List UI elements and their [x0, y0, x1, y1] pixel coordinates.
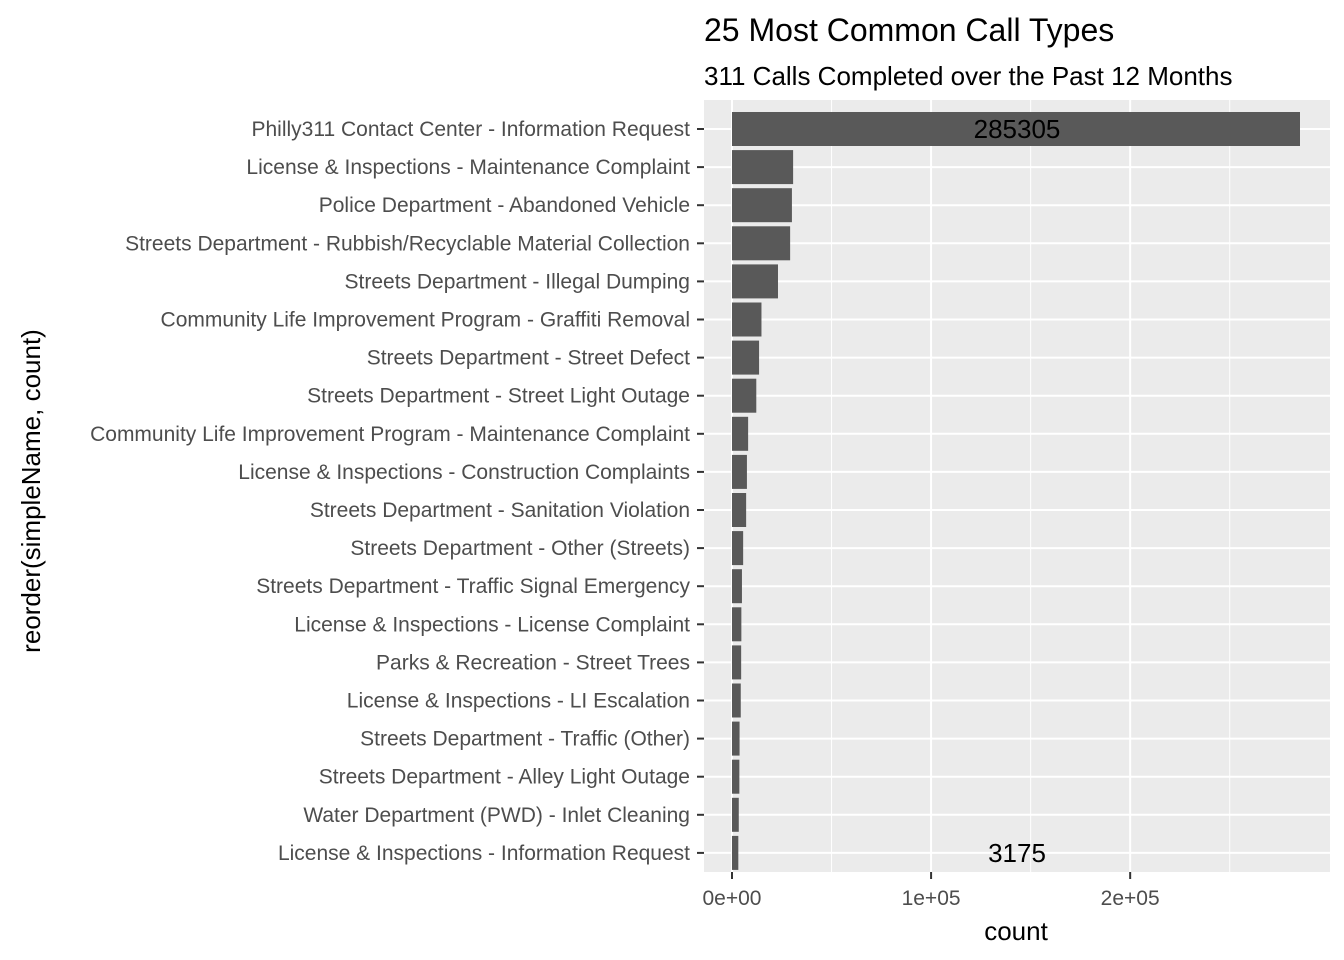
data-label: 285305	[974, 114, 1061, 144]
bar	[732, 645, 742, 680]
y-tick-label: Water Department (PWD) - Inlet Cleaning	[303, 804, 690, 827]
bars	[732, 112, 1300, 870]
y-tick-label: Parks & Recreation - Street Trees	[376, 651, 690, 674]
y-tick-label: Streets Department - Illegal Dumping	[345, 270, 691, 293]
bar	[732, 454, 747, 489]
y-tick-label: Streets Department - Other (Streets)	[350, 537, 690, 560]
y-tick-label: Community Life Improvement Program - Mai…	[90, 423, 690, 446]
bar	[732, 112, 1300, 146]
y-tick-label: Streets Department - Sanitation Violatio…	[310, 499, 690, 522]
grid-lines	[704, 100, 1330, 872]
bar	[732, 531, 744, 566]
x-tick-label: 0e+00	[703, 887, 762, 910]
y-tick-label: Streets Department - Traffic Signal Emer…	[256, 575, 690, 598]
y-tick-label: Streets Department - Street Light Outage	[307, 385, 690, 408]
data-labels: 285305 3175	[974, 114, 1061, 868]
bar	[732, 797, 739, 832]
y-tick-label: License & Inspections - LI Escalation	[347, 690, 690, 713]
x-axis-ticks: 0e+00 1e+05 2e+05	[703, 872, 1160, 910]
bar	[732, 264, 778, 299]
bar	[732, 226, 791, 261]
bar	[732, 416, 749, 451]
bar	[732, 721, 740, 756]
y-tick-label: License & Inspections - Maintenance Comp…	[246, 156, 690, 179]
bar	[732, 759, 740, 794]
bar	[732, 340, 760, 375]
bar	[732, 835, 739, 870]
bar	[732, 569, 742, 604]
bar	[732, 150, 794, 185]
y-tick-label: License & Inspections - Information Requ…	[278, 842, 690, 865]
x-axis-title: count	[984, 916, 1048, 946]
y-tick-label: Streets Department - Traffic (Other)	[360, 728, 690, 751]
bar	[732, 302, 762, 337]
y-tick-label: Streets Department - Street Defect	[367, 347, 690, 370]
bar	[732, 493, 747, 527]
chart-subtitle: 311 Calls Completed over the Past 12 Mon…	[704, 61, 1232, 91]
x-tick-label: 2e+05	[1101, 887, 1160, 910]
y-tick-label: License & Inspections - License Complain…	[294, 613, 690, 636]
data-label: 3175	[988, 838, 1046, 868]
chart-title: 25 Most Common Call Types	[704, 12, 1114, 48]
y-axis-ticks: Philly311 Contact Center - Information R…	[90, 118, 704, 865]
y-axis-title: reorder(simpleName, count)	[16, 329, 46, 653]
y-tick-label: Streets Department - Alley Light Outage	[319, 766, 690, 789]
y-tick-label: Community Life Improvement Program - Gra…	[161, 309, 690, 332]
bar	[732, 683, 741, 718]
bar	[732, 607, 742, 642]
y-tick-label: Streets Department - Rubbish/Recyclable …	[125, 232, 690, 255]
bar	[732, 378, 757, 413]
y-tick-label: Philly311 Contact Center - Information R…	[252, 118, 691, 141]
bar	[732, 188, 792, 223]
y-tick-label: Police Department - Abandoned Vehicle	[319, 194, 690, 217]
x-tick-label: 1e+05	[902, 887, 961, 910]
y-tick-label: License & Inspections - Construction Com…	[238, 461, 690, 484]
plot-panel	[704, 100, 1330, 872]
